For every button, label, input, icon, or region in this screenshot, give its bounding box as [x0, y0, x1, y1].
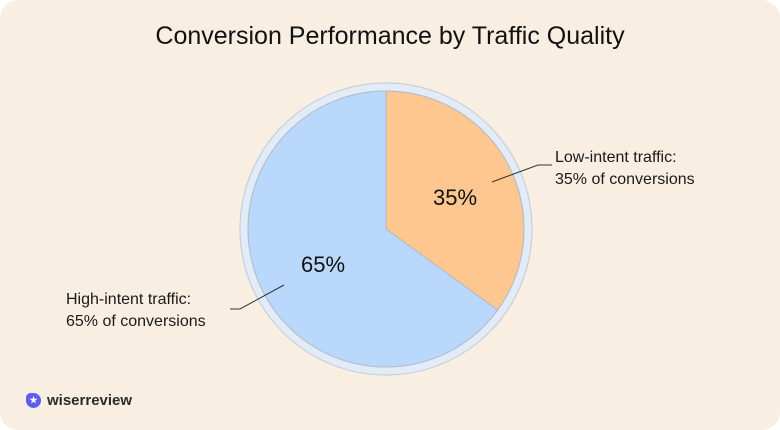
- leader-line: [491, 164, 552, 183]
- brand-name: wiserreview: [47, 392, 133, 409]
- star-badge-icon: ★: [26, 393, 41, 408]
- chart-title: Conversion Performance by Traffic Qualit…: [155, 22, 625, 50]
- brand-logo: ★ wiserreview: [26, 392, 132, 409]
- slice-label-sub: 35% of conversions: [555, 171, 695, 188]
- leader-line: [230, 284, 285, 310]
- slice-label-high-intent: High-intent traffic: 65% of conversions: [66, 289, 206, 333]
- slice-value-label: 65%: [301, 252, 345, 277]
- slice-label-sub: 65% of conversions: [66, 313, 206, 330]
- slice-label-low-intent: Low-intent traffic: 35% of conversions: [555, 147, 695, 191]
- slice-label-title: Low-intent traffic:: [555, 149, 677, 166]
- pie-border: [247, 90, 525, 368]
- slice-label-title: High-intent traffic:: [66, 291, 192, 308]
- slice-value-label: 35%: [433, 185, 477, 210]
